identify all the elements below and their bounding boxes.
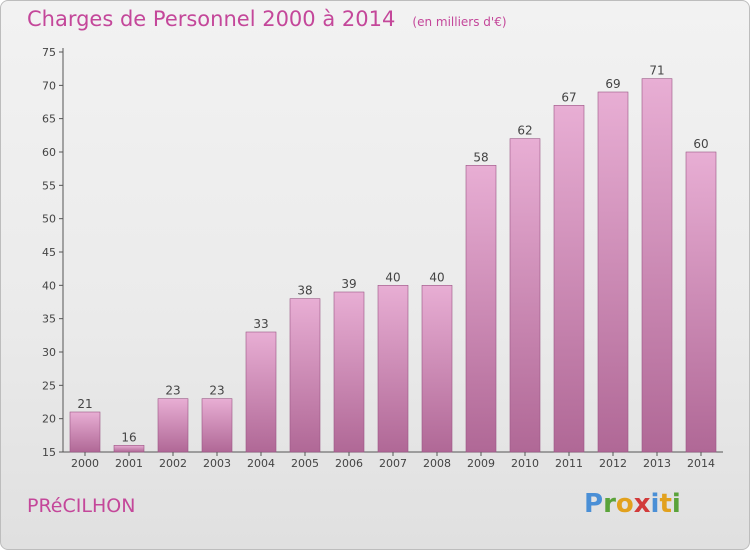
data-label: 16 [121, 430, 136, 444]
x-tick-label: 2008 [423, 457, 451, 470]
x-tick-label: 2014 [687, 457, 715, 470]
data-label: 23 [209, 384, 224, 398]
bar [465, 165, 497, 453]
data-label: 40 [429, 270, 444, 284]
y-tick-label: 70 [42, 79, 56, 92]
data-label: 71 [649, 64, 664, 78]
data-label: 60 [693, 137, 708, 151]
bar [421, 285, 453, 453]
bar [685, 151, 717, 453]
y-tick-label: 45 [42, 246, 56, 259]
bar [69, 411, 101, 453]
bar [333, 291, 365, 453]
y-tick-label: 15 [42, 446, 56, 459]
bar [641, 78, 673, 453]
bar [597, 91, 629, 453]
bar [157, 398, 189, 453]
bar [289, 298, 321, 453]
data-label: 62 [517, 124, 532, 138]
chart-title-text: Charges de Personnel 2000 à 2014 [27, 7, 396, 31]
y-tick-label: 60 [42, 146, 56, 159]
bar [201, 398, 233, 453]
logo-letter: P [584, 489, 604, 519]
x-tick-label: 2006 [335, 457, 363, 470]
logo-letter: r [603, 489, 616, 519]
x-tick-label: 2003 [203, 457, 231, 470]
bar [553, 105, 585, 453]
data-label: 33 [253, 317, 268, 331]
x-tick-label: 2013 [643, 457, 671, 470]
y-tick-label: 20 [42, 413, 56, 426]
x-tick-label: 2000 [71, 457, 99, 470]
logo-letter: i [650, 489, 660, 519]
x-tick-label: 2010 [511, 457, 539, 470]
y-tick-label: 65 [42, 113, 56, 126]
y-tick-label: 50 [42, 213, 56, 226]
data-label: 58 [473, 150, 488, 164]
logo-letter: o [615, 489, 634, 519]
data-label: 21 [77, 397, 92, 411]
bar [377, 285, 409, 453]
bar [245, 331, 277, 453]
x-tick-label: 2004 [247, 457, 275, 470]
logo-letter: t [659, 489, 672, 519]
data-label: 38 [297, 284, 312, 298]
commune-name: PRéCILHON [27, 495, 136, 517]
data-label: 23 [165, 384, 180, 398]
bar [113, 445, 145, 453]
bar [509, 138, 541, 453]
proxiti-logo: Proxiti [584, 489, 681, 519]
x-tick-label: 2009 [467, 457, 495, 470]
y-tick-label: 40 [42, 279, 56, 292]
x-tick-label: 2011 [555, 457, 583, 470]
chart-title: Charges de Personnel 2000 à 2014 (en mil… [27, 7, 507, 31]
x-tick-label: 2005 [291, 457, 319, 470]
y-tick-label: 35 [42, 313, 56, 326]
data-label: 40 [385, 270, 400, 284]
chart-subtitle: (en milliers d'€) [412, 15, 507, 29]
x-tick-label: 2012 [599, 457, 627, 470]
y-tick-label: 55 [42, 179, 56, 192]
x-tick-label: 2001 [115, 457, 143, 470]
data-label: 67 [561, 90, 576, 104]
y-tick-label: 25 [42, 379, 56, 392]
data-label: 39 [341, 277, 356, 291]
logo-letter: x [633, 489, 651, 519]
y-tick-label: 75 [42, 46, 56, 59]
x-tick-label: 2007 [379, 457, 407, 470]
logo-letter: i [671, 489, 681, 519]
y-tick-label: 30 [42, 346, 56, 359]
x-tick-label: 2002 [159, 457, 187, 470]
data-label: 69 [605, 77, 620, 91]
